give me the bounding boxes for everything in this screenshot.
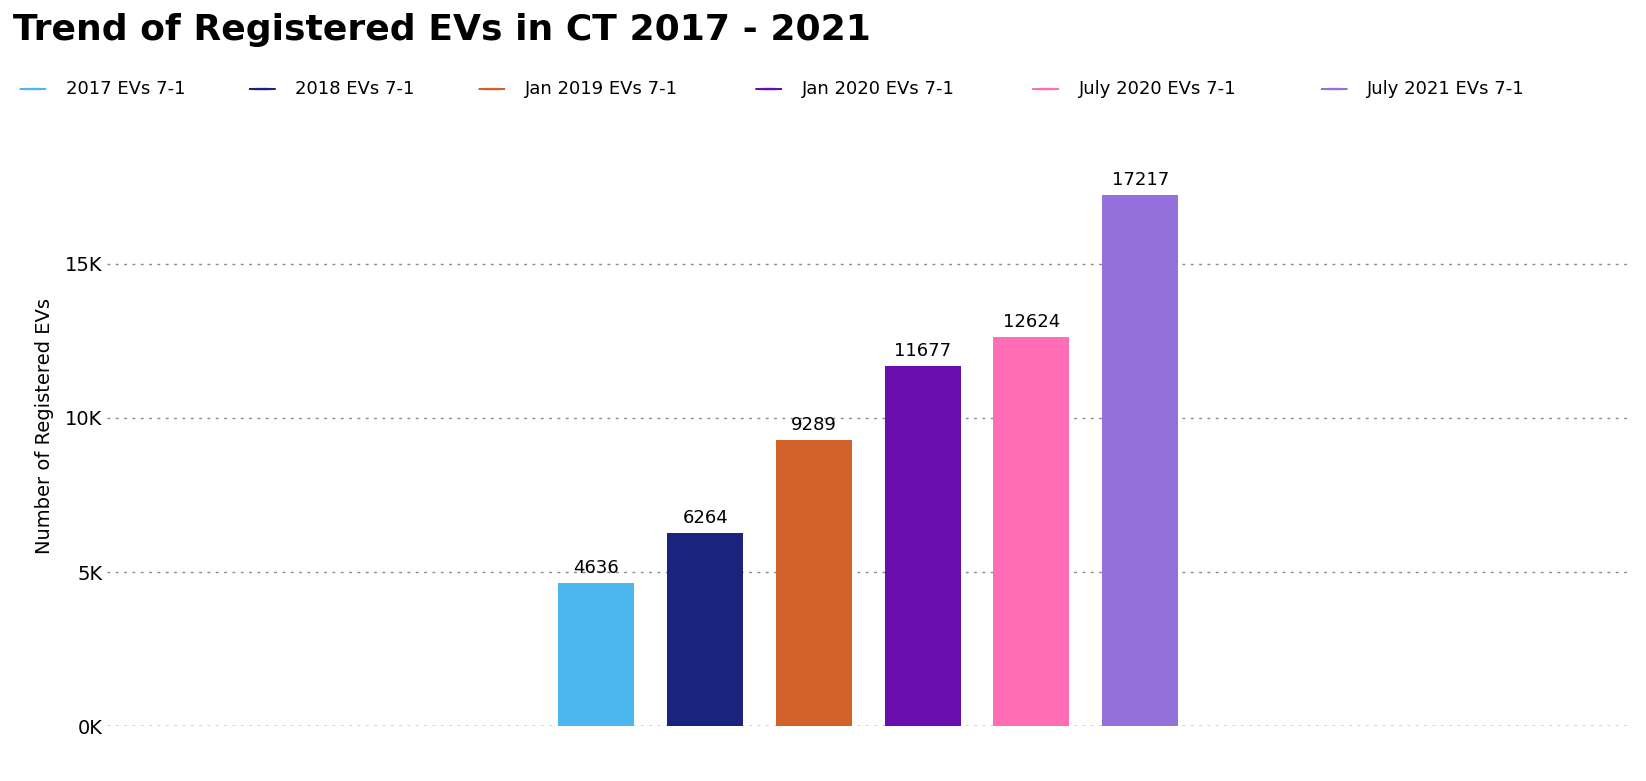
Bar <box>775 440 853 726</box>
Circle shape <box>756 88 782 90</box>
Bar <box>884 366 961 726</box>
Circle shape <box>1322 88 1348 90</box>
Bar <box>558 583 634 726</box>
Y-axis label: Number of Registered EVs: Number of Registered EVs <box>35 298 54 554</box>
Bar <box>667 533 744 726</box>
Bar <box>993 337 1070 726</box>
Bar <box>1103 195 1179 726</box>
Text: 2017 EVs 7-1: 2017 EVs 7-1 <box>66 80 186 98</box>
Text: 12624: 12624 <box>1002 313 1060 331</box>
Text: Jan 2019 EVs 7-1: Jan 2019 EVs 7-1 <box>525 80 678 98</box>
Text: July 2020 EVs 7-1: July 2020 EVs 7-1 <box>1078 80 1236 98</box>
Text: 2018 EVs 7-1: 2018 EVs 7-1 <box>295 80 415 98</box>
Circle shape <box>249 88 275 90</box>
Text: 6264: 6264 <box>681 509 728 527</box>
Text: Jan 2020 EVs 7-1: Jan 2020 EVs 7-1 <box>802 80 955 98</box>
Text: 4636: 4636 <box>573 559 619 577</box>
Text: July 2021 EVs 7-1: July 2021 EVs 7-1 <box>1368 80 1524 98</box>
Text: 17217: 17217 <box>1111 171 1169 189</box>
Text: 11677: 11677 <box>894 342 951 360</box>
Circle shape <box>20 88 46 90</box>
Text: Trend of Registered EVs in CT 2017 - 2021: Trend of Registered EVs in CT 2017 - 202… <box>13 13 871 47</box>
Circle shape <box>479 88 505 90</box>
Text: 9289: 9289 <box>792 415 836 433</box>
Circle shape <box>1032 88 1058 90</box>
